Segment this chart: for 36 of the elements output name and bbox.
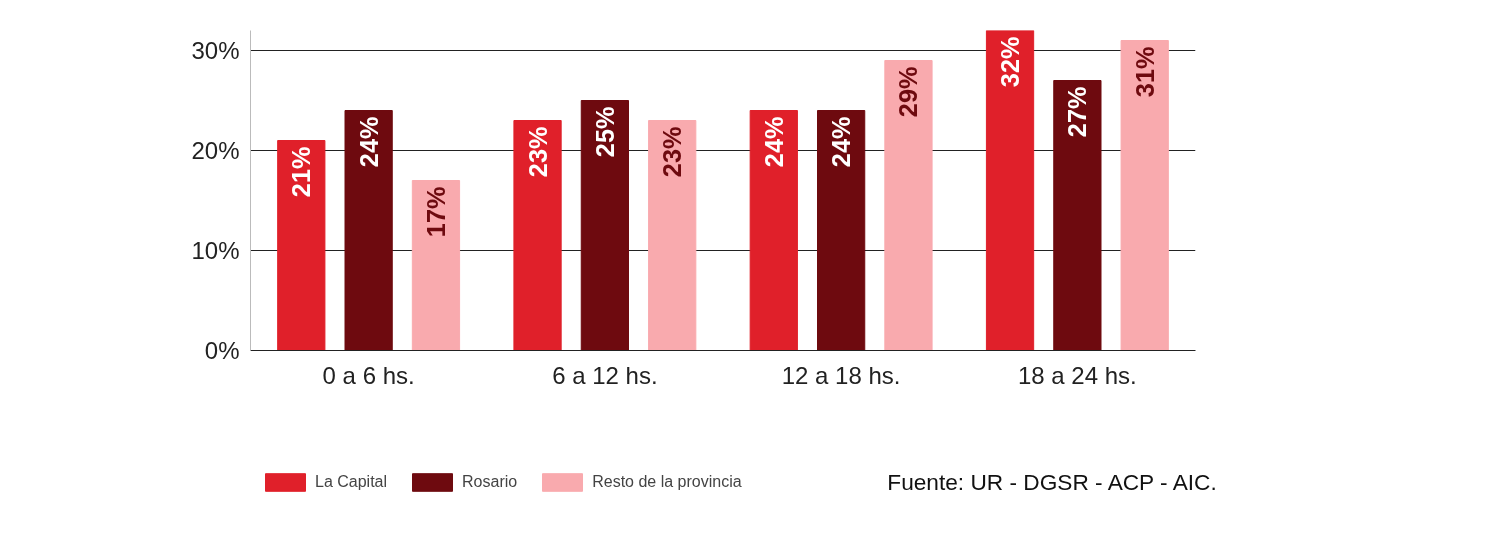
legend-label: Rosario: [462, 473, 518, 491]
data-label: 24%: [759, 116, 788, 168]
y-tick-label: 0%: [204, 337, 240, 364]
bar: [749, 110, 798, 351]
bar: [985, 30, 1035, 351]
data-label: 23%: [658, 126, 687, 178]
y-tick-label: 20%: [191, 137, 240, 164]
bar: [513, 120, 562, 351]
data-label: 17%: [421, 186, 450, 238]
bar: [817, 110, 866, 351]
source-note: Fuente: UR - DGSR - ACP - AIC.: [887, 468, 1217, 495]
data-label: 25%: [590, 106, 619, 158]
data-label: 27%: [1063, 86, 1092, 138]
data-label: 32%: [996, 36, 1025, 88]
data-label: 23%: [523, 126, 552, 178]
x-tick-label: 18 a 24 hs.: [1018, 361, 1137, 389]
bar: [411, 180, 461, 351]
data-label: 24%: [354, 116, 383, 168]
bar: [580, 100, 629, 351]
bar: [344, 110, 393, 351]
data-label: 31%: [1130, 46, 1159, 98]
data-label: 21%: [287, 146, 316, 198]
x-tick-label: 0 a 6 hs.: [322, 361, 415, 389]
bar: [1053, 80, 1102, 351]
y-tick-label: 10%: [191, 237, 240, 264]
x-tick-label: 12 a 18 hs.: [781, 361, 901, 389]
data-label: 29%: [894, 66, 923, 118]
data-label: 24%: [827, 116, 856, 168]
legend-label: Resto de la provincia: [592, 473, 742, 491]
bar: [648, 120, 697, 351]
y-tick-label: 30%: [191, 37, 240, 64]
bar: [277, 140, 326, 351]
bar: [884, 60, 933, 351]
bar: [1120, 40, 1169, 351]
x-tick-label: 6 a 12 hs.: [552, 361, 658, 389]
legend-label: La Capital: [315, 473, 388, 491]
